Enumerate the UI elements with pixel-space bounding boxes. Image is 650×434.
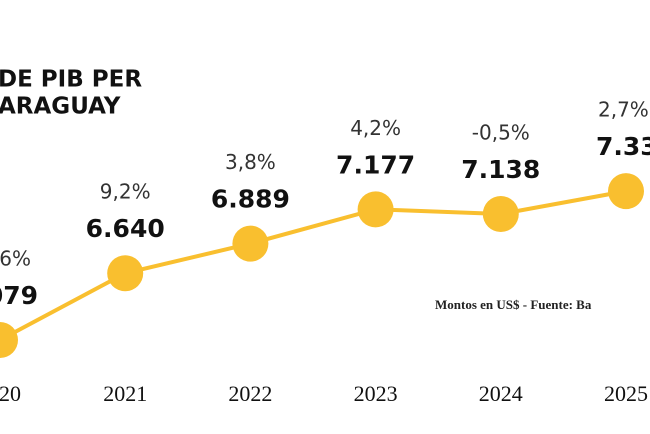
- chart-title: ARAGUAY: [0, 94, 121, 120]
- value-label: 7.33: [596, 132, 650, 161]
- chart-title: DE PIB PER: [0, 67, 142, 93]
- source-note: Montos en US$ - Fuente: Ba: [435, 297, 592, 312]
- point: [608, 173, 644, 210]
- value-label: 6.640: [86, 214, 165, 243]
- line: [0, 189, 627, 342]
- growth-label: 2,7%: [598, 98, 649, 122]
- growth-label: 9,2%: [100, 180, 151, 204]
- point: [482, 195, 519, 232]
- x-tick-label: 2021: [103, 381, 147, 406]
- growth-label: 4,2%: [350, 116, 401, 140]
- x-tick-label: 20: [0, 381, 21, 406]
- value-label: 7.177: [336, 150, 415, 179]
- value-label: 079: [0, 281, 38, 310]
- value-label: 7.138: [461, 155, 540, 184]
- growth-label: -0,5%: [472, 120, 530, 144]
- x-tick-label: 2022: [228, 381, 272, 406]
- x-tick-label: 2023: [354, 381, 398, 406]
- point: [232, 225, 269, 262]
- growth-label: 3,8%: [225, 150, 276, 174]
- point: [0, 322, 18, 358]
- point: [357, 191, 394, 228]
- x-tick-label: 2024: [479, 381, 523, 406]
- value-label: 6.889: [211, 185, 290, 214]
- growth-label: 6%: [0, 247, 31, 271]
- x-tick-label: 2025: [604, 381, 648, 406]
- point: [107, 255, 144, 292]
